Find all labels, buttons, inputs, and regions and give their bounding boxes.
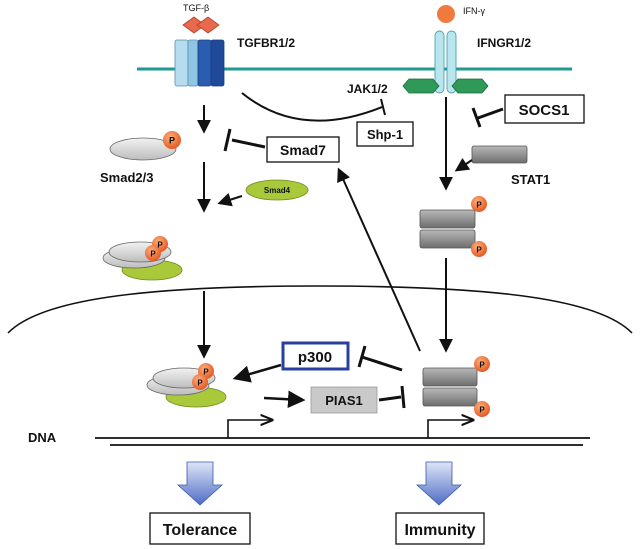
phospho-complex1-a: P — [157, 241, 163, 250]
jak-label: JAK1/2 — [347, 82, 388, 96]
smad-complex-cytoplasm-icon — [102, 236, 183, 281]
tgfb-ligand-label: TGF-β — [183, 3, 209, 13]
pias1-box — [310, 386, 378, 414]
socs1-inhibit-line — [477, 107, 504, 120]
p300-box — [281, 341, 350, 371]
dna-label: DNA — [28, 430, 57, 445]
phospho-complex2-a: P — [203, 368, 209, 377]
phospho-complex1-b: P — [150, 250, 156, 259]
block-arrow-tolerance — [176, 461, 224, 506]
nuclear-envelope — [7, 285, 633, 334]
immunity-label: Immunity — [404, 522, 475, 539]
phospho-smad23-icon — [163, 131, 181, 149]
arrow-p300-to-smad — [232, 363, 282, 383]
phospho-stat-a: P — [476, 201, 482, 210]
tss-arrow-tolerance — [227, 420, 272, 438]
tgfbr-label: TGFBR1/2 — [237, 36, 295, 50]
stat1-label: STAT1 — [511, 172, 550, 187]
phospho-stat-b: P — [476, 246, 482, 255]
pias1-inhibit-line — [378, 395, 402, 402]
tgfb-inhibits-jak-curve — [241, 92, 383, 122]
smad-complex-nucleus-icon — [146, 363, 227, 408]
tolerance-label: Tolerance — [163, 522, 238, 539]
arrow-stat1-join — [454, 157, 473, 172]
phospho-stat-c: P — [479, 361, 485, 370]
smad4-label: Smad4 — [264, 186, 291, 195]
tgfb-ligand-icon — [182, 16, 220, 34]
pias1-inhibit-bar — [400, 385, 406, 409]
stat1-dimer-cytoplasm-icon — [419, 196, 487, 257]
p300-label: p300 — [298, 349, 332, 366]
smad23-icon — [109, 137, 177, 161]
socs1-box — [504, 94, 585, 124]
smad4-icon — [245, 179, 309, 201]
tgfbr-receptor-icon — [174, 39, 225, 87]
arrow-stat-induces-smad7 — [337, 167, 421, 352]
tolerance-box — [149, 512, 251, 545]
smad7-inhibit-bar — [223, 128, 232, 152]
stat1-icon — [471, 145, 528, 164]
smad23-label: Smad2/3 — [100, 170, 153, 185]
arrow-smad4-join — [217, 192, 243, 207]
smad7-inhibit-line — [231, 138, 266, 149]
immunity-box — [395, 512, 485, 545]
socs1-inhibit-bar — [471, 107, 482, 128]
ifng-ligand-label: IFN-γ — [463, 6, 485, 16]
stat-inhibit-p300-line — [361, 355, 403, 372]
shp1-label: Shp-1 — [367, 127, 403, 142]
smad7-label: Smad7 — [280, 142, 326, 158]
pias1-label: PIAS1 — [325, 393, 363, 408]
stat1-dimer-nucleus-icon — [422, 356, 490, 417]
tgfb-inhibits-jak-bar — [380, 98, 386, 116]
jak-icon — [402, 78, 489, 94]
phospho-stat-d: P — [479, 406, 485, 415]
phospho-complex2-b: P — [197, 379, 203, 388]
stat-inhibit-p300-bar — [357, 345, 367, 368]
ifngr-label: IFNGR1/2 — [477, 36, 531, 50]
ifngr-receptor-icon — [434, 30, 457, 94]
socs1-label: SOCS1 — [519, 102, 570, 119]
phospho-smad23-label: P — [169, 136, 175, 146]
block-arrow-immunity — [415, 461, 463, 506]
smad7-box — [266, 136, 340, 163]
arrow-smad-to-pias1 — [263, 390, 306, 409]
shp1-box — [356, 121, 414, 147]
ifng-ligand-icon — [437, 5, 455, 23]
tss-arrow-immunity — [427, 420, 473, 438]
